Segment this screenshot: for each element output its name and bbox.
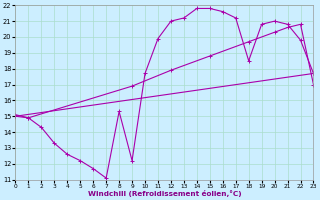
X-axis label: Windchill (Refroidissement éolien,°C): Windchill (Refroidissement éolien,°C) (88, 190, 241, 197)
